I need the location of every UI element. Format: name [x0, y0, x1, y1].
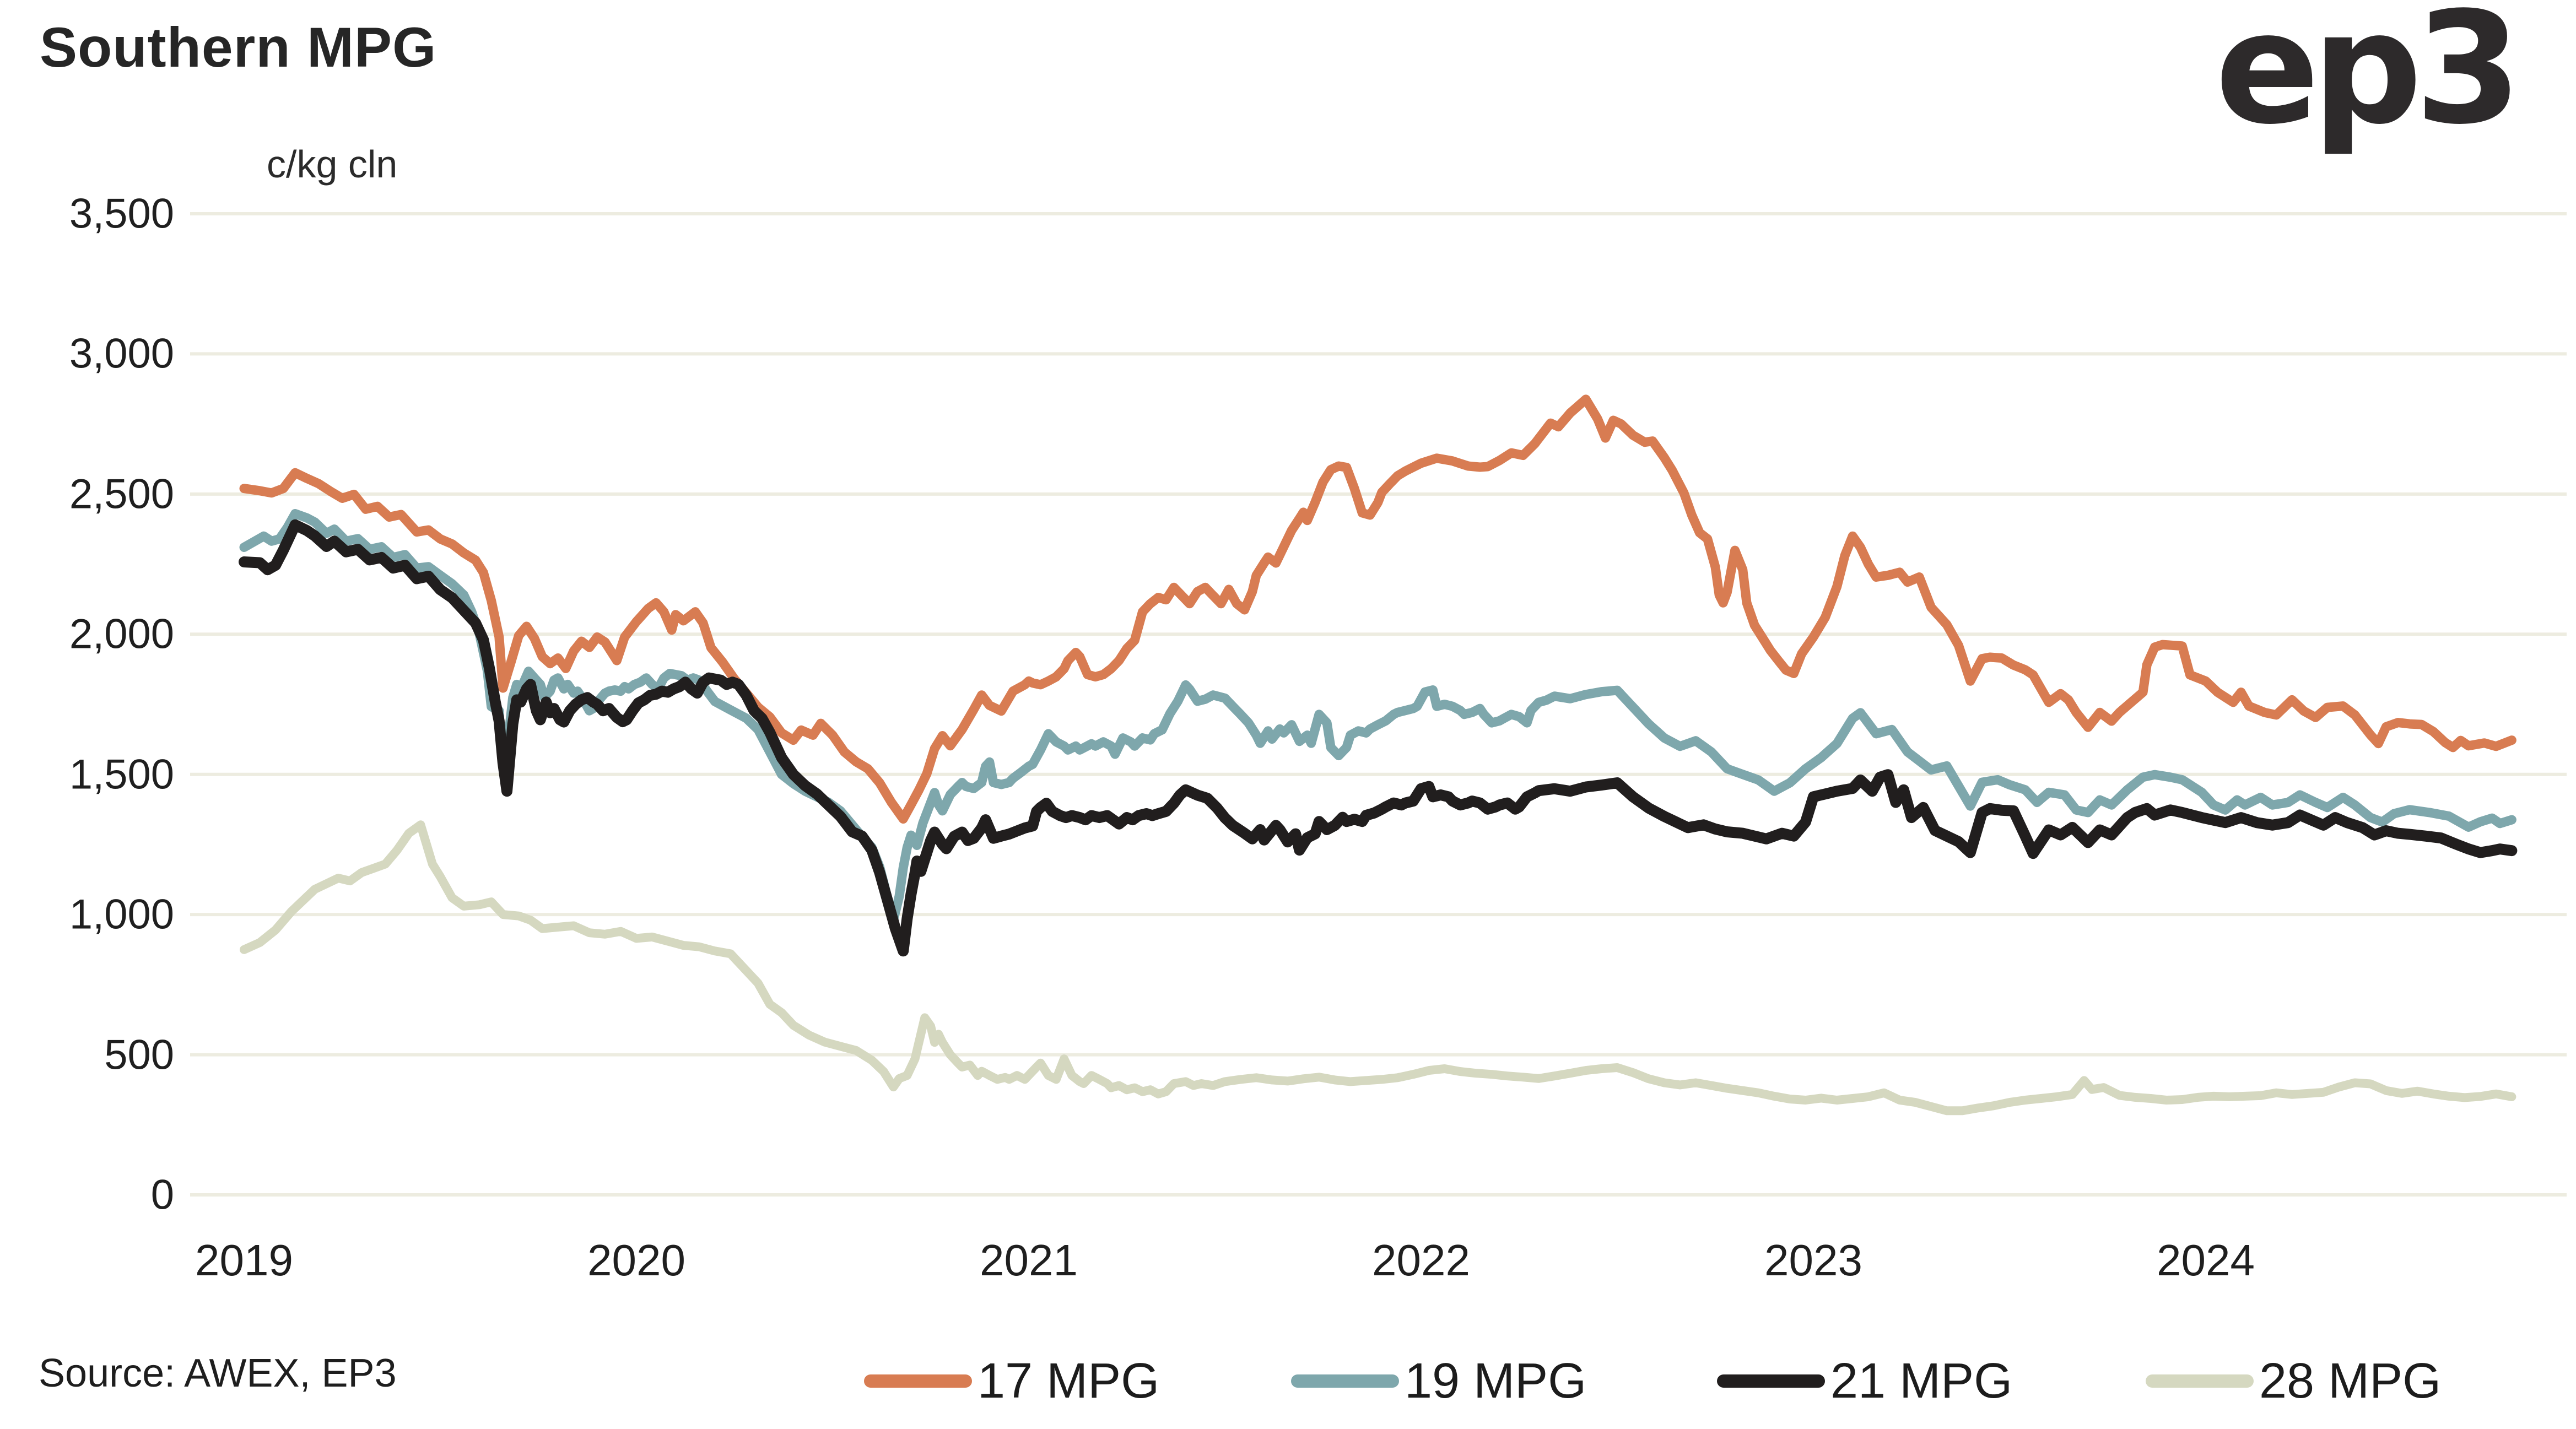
- x-tick-label: 2021: [980, 1236, 1078, 1285]
- y-tick-label: 1,500: [69, 751, 174, 798]
- ep3-logo: ep3: [2215, 0, 2522, 159]
- y-axis-unit-label: c/kg cln: [267, 143, 398, 186]
- y-tick-label: 2,500: [69, 470, 174, 518]
- y-tick-label: 0: [150, 1171, 174, 1219]
- chart-title: Southern MPG: [40, 16, 437, 79]
- series-line-17-mpg: [239, 394, 2516, 824]
- x-tick-label: 2019: [195, 1236, 293, 1285]
- series-line-19-mpg: [239, 509, 2516, 925]
- x-tick-label: 2024: [2157, 1236, 2255, 1285]
- series-line-28-mpg: [240, 820, 2516, 1116]
- y-tick-label: 3,000: [69, 330, 174, 377]
- x-tick-label: 2022: [1372, 1236, 1470, 1285]
- x-tick-label: 2020: [587, 1236, 685, 1285]
- source-note: Source: AWEX, EP3: [39, 1351, 397, 1395]
- series-line-21-mpg: [239, 519, 2518, 957]
- x-tick-label: 2023: [1764, 1236, 1862, 1285]
- series-lines: [239, 394, 2518, 1116]
- y-tick-label: 2,000: [69, 610, 174, 658]
- y-tick-label: 3,500: [69, 190, 174, 237]
- y-tick-label: 500: [104, 1031, 174, 1079]
- y-tick-label: 1,000: [69, 891, 174, 938]
